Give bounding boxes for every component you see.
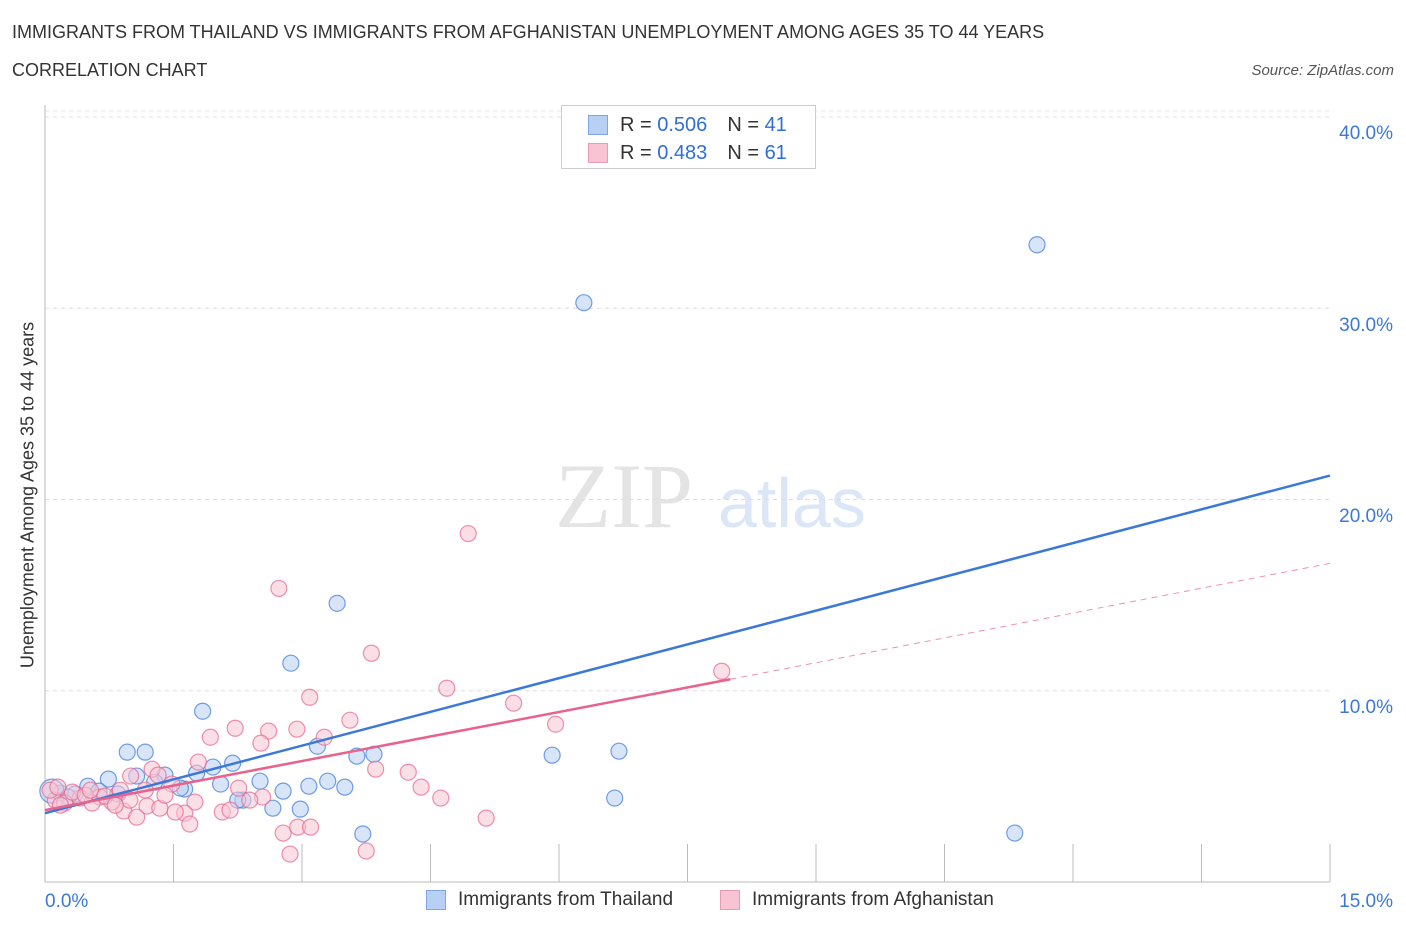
- data-point: [166, 803, 184, 821]
- data-point: [282, 654, 300, 672]
- data-point: [477, 809, 495, 827]
- trend-line-dashed: [730, 562, 1331, 680]
- data-point: [319, 772, 337, 790]
- data-point: [230, 779, 248, 797]
- watermark-atlas: atlas: [718, 464, 866, 542]
- data-point: [136, 743, 154, 761]
- n-value: 61: [764, 141, 787, 164]
- y-tick-label: 10.0%: [1339, 697, 1393, 718]
- data-point: [194, 702, 212, 720]
- data-point: [106, 796, 124, 814]
- legend-afghanistan: R = 0.483 N = 61: [588, 141, 787, 165]
- n-label: N =: [727, 141, 759, 164]
- data-point: [336, 778, 354, 796]
- legend-swatch-pink: [588, 143, 608, 163]
- legend-swatch-blue: [588, 115, 608, 135]
- trend-line: [44, 474, 1331, 815]
- legend-swatch-pink: [720, 890, 740, 910]
- data-point: [546, 715, 565, 733]
- r-label: R =: [620, 113, 652, 136]
- data-point: [291, 800, 309, 818]
- data-point: [1028, 236, 1046, 254]
- data-point: [504, 694, 523, 712]
- data-point: [281, 845, 299, 863]
- r-value: 0.506: [657, 113, 708, 136]
- data-point: [301, 688, 319, 706]
- legend: R = 0.506 N = 41 R = 0.483 N = 61: [561, 105, 816, 169]
- data-point: [362, 644, 380, 662]
- data-point: [186, 793, 204, 811]
- y-tick-label: 30.0%: [1339, 315, 1393, 336]
- data-point: [274, 824, 292, 842]
- data-point: [201, 728, 219, 746]
- legend-thailand: R = 0.506 N = 41: [588, 113, 787, 137]
- y-tick-label: 20.0%: [1339, 506, 1393, 527]
- data-point: [543, 746, 561, 764]
- bottom-legend-thailand: Immigrants from Thailand: [426, 889, 673, 911]
- data-point: [606, 789, 624, 807]
- n-label: N =: [727, 113, 759, 136]
- data-point: [432, 789, 450, 807]
- data-point: [122, 767, 140, 785]
- data-point: [367, 760, 385, 778]
- data-point: [99, 770, 117, 788]
- data-point: [251, 772, 269, 790]
- data-point: [357, 842, 375, 860]
- data-point: [264, 799, 282, 817]
- data-point: [288, 720, 306, 738]
- data-point: [713, 662, 731, 680]
- data-point: [226, 719, 244, 737]
- data-point: [610, 742, 628, 760]
- legend-label: Immigrants from Thailand: [458, 889, 674, 910]
- data-point: [1006, 824, 1024, 842]
- data-point: [575, 294, 593, 312]
- r-label: R =: [620, 141, 652, 164]
- data-point: [49, 778, 67, 796]
- data-point: [354, 825, 372, 843]
- data-point: [459, 524, 477, 543]
- data-point: [156, 786, 174, 804]
- data-point: [259, 722, 278, 740]
- data-point: [438, 679, 456, 697]
- data-point: [181, 815, 199, 833]
- r-value: 0.483: [657, 141, 708, 164]
- data-point: [300, 777, 318, 795]
- bottom-legend-afghanistan: Immigrants from Afghanistan: [720, 889, 994, 911]
- data-point: [241, 791, 259, 809]
- y-tick-label: 40.0%: [1339, 123, 1393, 144]
- data-point: [221, 801, 239, 819]
- x-tick-label: 15.0%: [1339, 891, 1393, 912]
- data-point: [301, 818, 320, 836]
- data-point: [412, 778, 430, 796]
- n-value: 41: [764, 113, 787, 136]
- data-point: [118, 743, 136, 761]
- legend-label: Immigrants from Afghanistan: [752, 889, 994, 910]
- trend-line: [44, 678, 731, 812]
- data-point: [128, 808, 146, 826]
- data-point: [274, 782, 292, 800]
- data-point: [341, 711, 359, 729]
- source-label: Source: ZipAtlas.com: [1251, 62, 1394, 79]
- chart-title: IMMIGRANTS FROM THAILAND VS IMMIGRANTS F…: [12, 22, 1045, 42]
- data-point: [189, 753, 207, 771]
- data-point: [328, 594, 346, 612]
- watermark-zip: ZIP: [555, 445, 693, 547]
- data-point: [252, 734, 270, 752]
- data-point: [270, 579, 288, 598]
- data-point: [399, 763, 417, 781]
- x-tick-label: 0.0%: [45, 891, 89, 912]
- chart-subtitle: CORRELATION CHART: [12, 60, 208, 80]
- legend-swatch-blue: [426, 890, 446, 910]
- data-point: [81, 781, 100, 799]
